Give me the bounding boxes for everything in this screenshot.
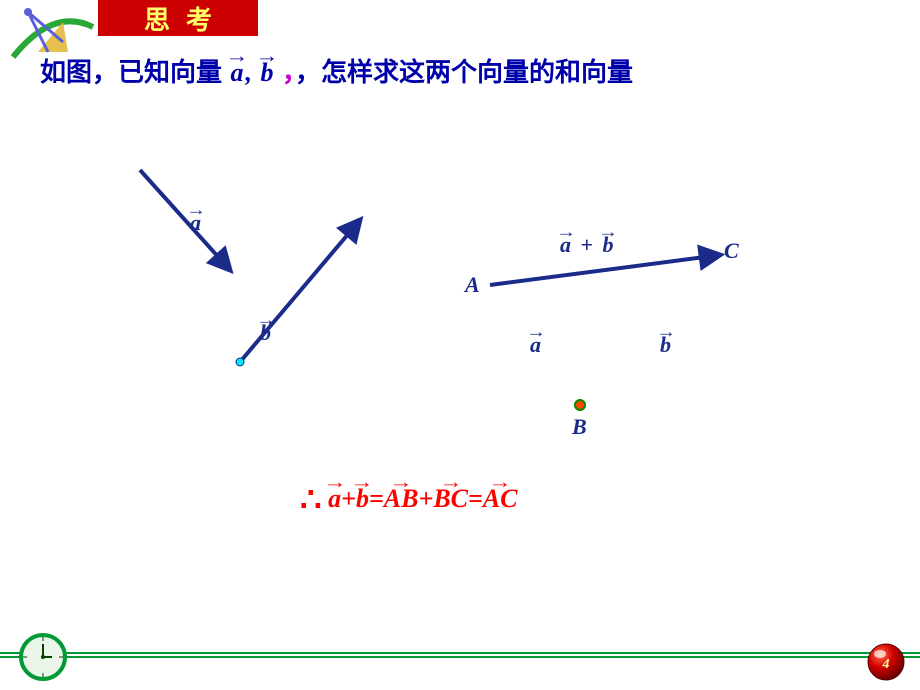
page-number-badge: 4: [866, 642, 906, 682]
sum-b: b: [603, 232, 614, 258]
label-b-left: b: [260, 320, 271, 346]
clock-icon: [18, 632, 68, 682]
label-C: C: [724, 238, 739, 264]
page-number: 4: [882, 657, 890, 672]
label-A: A: [465, 272, 480, 298]
vector-a-left: [140, 170, 230, 270]
vector-ac: [490, 255, 720, 285]
point-b: [575, 400, 585, 410]
eq-b: b: [356, 484, 369, 514]
label-sum: a + b: [560, 232, 614, 258]
point-b-start: [236, 358, 244, 366]
label-b-right: b: [660, 332, 671, 358]
eq-a: a: [328, 484, 341, 514]
eq-AC: AC: [483, 484, 518, 514]
label-a-left: a: [190, 210, 201, 236]
eq-AB: AB: [384, 484, 419, 514]
diagram-layer: [0, 0, 920, 690]
label-B: B: [572, 414, 587, 440]
sum-a: a: [560, 232, 571, 258]
therefore-symbol: ∴: [300, 482, 322, 519]
vector-b-left: [240, 220, 360, 362]
footer-divider: [0, 650, 920, 660]
equation: ∴ a+b=AB+BC=AC: [300, 480, 518, 520]
label-a-right: a: [530, 332, 541, 358]
sum-plus: +: [581, 232, 594, 257]
eq-BC: BC: [433, 484, 468, 514]
